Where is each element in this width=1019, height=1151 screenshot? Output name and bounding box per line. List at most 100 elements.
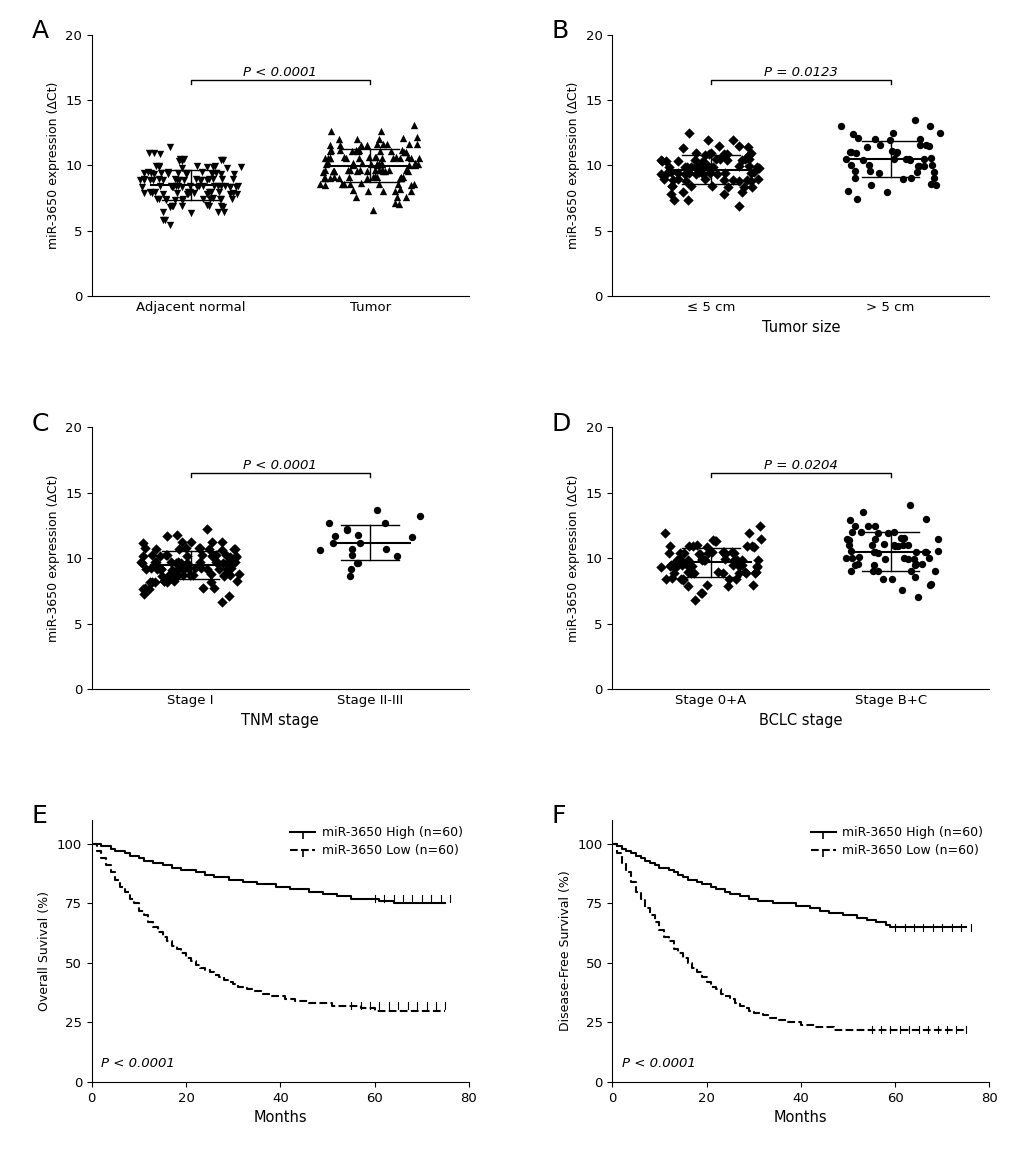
Point	[204, 165, 220, 183]
Point	[317, 176, 333, 195]
Point	[750, 159, 766, 177]
Point	[906, 556, 922, 574]
Point	[843, 155, 859, 174]
Point	[690, 163, 706, 182]
Point	[183, 204, 200, 222]
Point	[406, 175, 422, 193]
Point	[838, 529, 854, 548]
Point	[208, 547, 224, 565]
Point	[152, 177, 168, 196]
Point	[739, 536, 755, 555]
Point	[145, 171, 161, 190]
Point	[322, 142, 338, 160]
Point	[318, 154, 334, 173]
Point	[353, 154, 369, 173]
Point	[875, 535, 892, 554]
Point	[883, 570, 900, 588]
Point	[671, 549, 687, 567]
Point	[319, 150, 335, 168]
Point	[690, 544, 706, 563]
Point	[743, 538, 759, 556]
Point	[681, 536, 697, 555]
Point	[334, 175, 351, 193]
Point	[136, 585, 152, 603]
Point	[169, 165, 185, 183]
Point	[682, 564, 698, 582]
Point	[189, 177, 205, 196]
Point	[350, 142, 366, 160]
Point	[833, 116, 849, 135]
Point	[868, 543, 884, 562]
Point	[172, 150, 189, 168]
Point	[206, 579, 222, 597]
Point	[208, 552, 224, 571]
Point	[859, 517, 875, 535]
Point	[158, 190, 174, 208]
Point	[911, 130, 927, 148]
Point	[837, 549, 853, 567]
Point	[406, 116, 422, 135]
Y-axis label: miR-3650 expression (ΔCt): miR-3650 expression (ΔCt)	[567, 82, 580, 249]
Point	[167, 170, 183, 189]
Point	[182, 533, 199, 551]
Point	[731, 197, 747, 215]
Point	[874, 570, 891, 588]
Point	[366, 148, 382, 167]
Point	[693, 551, 709, 570]
Point	[358, 162, 374, 181]
Point	[388, 188, 405, 206]
Point	[866, 529, 882, 548]
Point	[156, 572, 172, 590]
Point	[172, 554, 189, 572]
Point	[403, 182, 419, 200]
Point	[725, 544, 741, 563]
Point	[665, 564, 682, 582]
Point	[170, 152, 186, 170]
Point	[917, 542, 933, 561]
Point	[692, 584, 708, 602]
Point	[388, 148, 405, 167]
Point	[731, 171, 747, 190]
Point	[162, 215, 178, 234]
Point	[926, 562, 943, 580]
Point	[723, 543, 740, 562]
Point	[393, 142, 410, 160]
Point	[848, 144, 864, 162]
Point	[848, 190, 864, 208]
Point	[373, 122, 389, 140]
Point	[864, 562, 880, 580]
Point	[204, 547, 220, 565]
Point	[858, 138, 874, 157]
Point	[165, 178, 181, 197]
Point	[385, 148, 401, 167]
Point	[312, 175, 328, 193]
Point	[348, 130, 365, 148]
Point	[365, 200, 381, 219]
Point	[338, 520, 355, 539]
Point	[884, 523, 901, 541]
Point	[374, 154, 390, 173]
Point	[736, 563, 752, 581]
Point	[353, 174, 369, 192]
Point	[156, 572, 172, 590]
Point	[902, 168, 918, 186]
Point	[162, 198, 178, 216]
Point	[679, 191, 695, 209]
Point	[680, 563, 696, 581]
Point	[684, 557, 700, 576]
Point	[227, 178, 244, 197]
Point	[147, 183, 163, 201]
Point	[392, 168, 409, 186]
Point	[214, 169, 230, 188]
Point	[360, 147, 376, 166]
Point	[148, 540, 164, 558]
Point	[715, 184, 732, 203]
Point	[913, 555, 929, 573]
Point	[909, 157, 925, 175]
Point	[657, 152, 674, 170]
Point	[199, 196, 215, 214]
Point	[701, 163, 717, 182]
Point	[161, 566, 177, 585]
Point	[843, 542, 859, 561]
Point	[163, 197, 179, 215]
